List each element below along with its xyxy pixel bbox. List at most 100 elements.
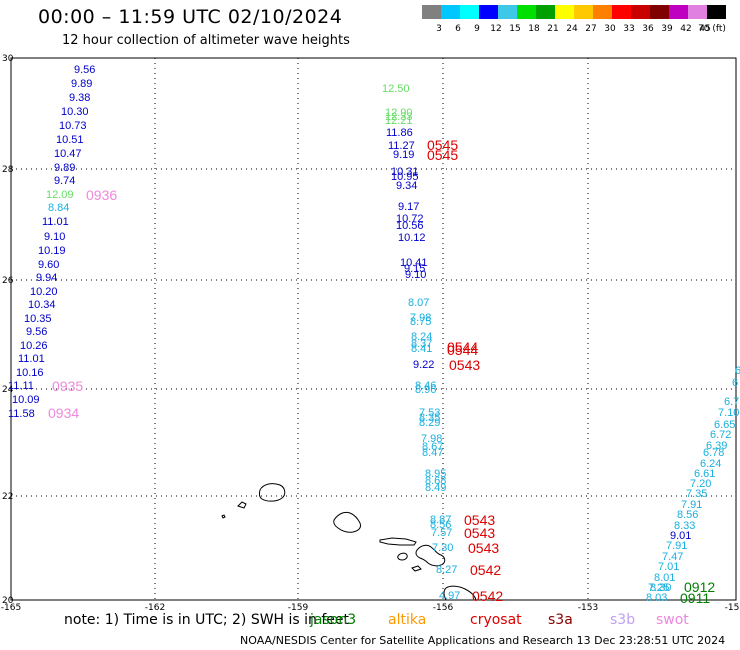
swh-value: 7.01: [658, 561, 679, 573]
legend-swatch: [460, 5, 479, 19]
pass-time-label: 0545: [427, 147, 458, 163]
oahu-island: [333, 511, 361, 533]
swh-value: 10.12: [398, 232, 426, 244]
swh-value: 6: [735, 365, 740, 377]
swh-value: 8.56: [430, 519, 451, 531]
legend-swatch: [650, 5, 669, 19]
legend-swatch: [612, 5, 631, 19]
pass-time-label: 0543: [464, 525, 495, 541]
maui-island: [415, 544, 446, 567]
pass-time-label: 0543: [464, 512, 495, 528]
swh-value: 7.53: [419, 407, 440, 419]
track-right: 66 6.77.106.656.726.396.786.246.617.207.3…: [646, 365, 740, 604]
legend-swatch: [707, 5, 726, 19]
pass-timestamps: 0936093509340545054505440544054305430543…: [48, 137, 715, 606]
swh-value: 10.72: [396, 213, 424, 225]
swh-value: 6.39: [706, 440, 727, 452]
swh-value: 8.68: [425, 475, 446, 487]
swh-value: 10.16: [16, 367, 44, 379]
swh-value: 9.60: [38, 259, 59, 271]
pass-time-label: 0911: [680, 590, 710, 606]
legend-label: 24: [566, 24, 578, 34]
niihau-island: [221, 514, 226, 519]
pass-time-label: 0543: [449, 357, 480, 373]
legend-label: 42: [680, 24, 691, 34]
legend-swatch: [441, 5, 460, 19]
swh-value: 8.84: [48, 202, 69, 214]
satellite-swot: swot: [656, 612, 689, 628]
footer-note: note: 1) Time is in UTC; 2) SWH is in fe…: [64, 612, 350, 628]
swh-value: 10.34: [28, 299, 56, 311]
swh-value: 11.58: [8, 408, 35, 420]
swh-value: 10.41: [400, 257, 428, 269]
swh-value: 12.21: [385, 115, 413, 127]
swh-value: 7.98: [421, 433, 442, 445]
swh-value: 6.61: [694, 468, 715, 480]
swh-value: 10.47: [54, 148, 82, 160]
lat-lon-grid: [11, 58, 736, 600]
track-middle: 12.5012.9012.3312.2111.8611.279.1910.311…: [382, 83, 460, 602]
legend-label: 33: [623, 24, 634, 34]
swh-value: 9.10: [405, 269, 426, 281]
swh-value: 8.30: [650, 582, 671, 594]
swh-value: 6.24: [700, 458, 721, 470]
swh-value: 9.15: [404, 263, 425, 275]
swh-value: 8.01: [654, 572, 675, 584]
lon-label: -15: [725, 603, 740, 612]
swh-value: 11.86: [386, 127, 413, 139]
swh-value: 10.20: [30, 286, 58, 298]
swh-value: 6.7: [724, 396, 739, 408]
swh-value: 9.17: [398, 201, 419, 213]
swh-value: 10.73: [59, 120, 87, 132]
swh-value: 9.01: [670, 530, 691, 542]
swh-value: 8.46: [415, 380, 436, 392]
lon-label: -159: [288, 603, 309, 612]
swh-value: 8.24: [411, 331, 432, 343]
hawaiian-islands: [221, 483, 477, 601]
map-title: 00:00 – 11:59 UTC 02/10/2024: [38, 6, 343, 28]
legend-swatch: [669, 5, 688, 19]
swh-value: 12.90: [385, 107, 413, 119]
legend-label: 30: [604, 24, 616, 34]
lanai-island: [397, 552, 408, 561]
swh-value: 10.30: [61, 106, 89, 118]
lon-label: -165: [1, 603, 21, 612]
satellite-s3b: s3b: [610, 612, 636, 628]
legend-label: 12: [490, 24, 501, 34]
legend-label: 45: [699, 24, 710, 34]
lat-label: 20: [2, 596, 14, 606]
satellite-altika: altika: [388, 612, 427, 628]
swh-value: 11.27: [388, 140, 415, 152]
swh-value: 6: [732, 377, 738, 389]
swh-value: 8.75: [410, 316, 431, 328]
swh-value: 11.01: [18, 353, 45, 365]
lat-label: 30: [2, 54, 14, 64]
legend-label: 70 (ft): [698, 24, 726, 34]
lon-label: -162: [145, 603, 165, 612]
swh-value: 9.56: [26, 326, 47, 338]
lat-label: 22: [2, 492, 13, 502]
swh-value: 7.10: [718, 407, 739, 419]
pass-time-label: 0544: [447, 339, 478, 355]
legend-label: 3: [436, 24, 442, 34]
pass-time-label: 0934: [48, 405, 79, 421]
swh-value: 9.38: [69, 92, 90, 104]
swh-value: 8.67: [422, 441, 443, 453]
legend-swatch: [631, 5, 650, 19]
legend-label: 21: [547, 24, 558, 34]
swh-value: 8.95: [425, 468, 446, 480]
swh-value: 10.56: [396, 220, 424, 232]
swh-value: 8.03: [646, 592, 667, 604]
swh-value: 7.98: [410, 312, 431, 324]
swh-value: 9.22: [413, 359, 434, 371]
legend-label: 27: [585, 24, 596, 34]
swh-value: 8.29: [419, 417, 440, 429]
lat-label: 26: [2, 276, 14, 286]
swh-value: 8.96: [415, 384, 436, 396]
kahoolawe-island: [411, 565, 422, 572]
swh-value: 9.74: [54, 175, 75, 187]
pass-time-label: 0936: [86, 187, 117, 203]
swh-value: 10.31: [391, 166, 419, 178]
lat-label: 28: [2, 165, 14, 175]
swh-value: 8.41: [411, 343, 432, 355]
